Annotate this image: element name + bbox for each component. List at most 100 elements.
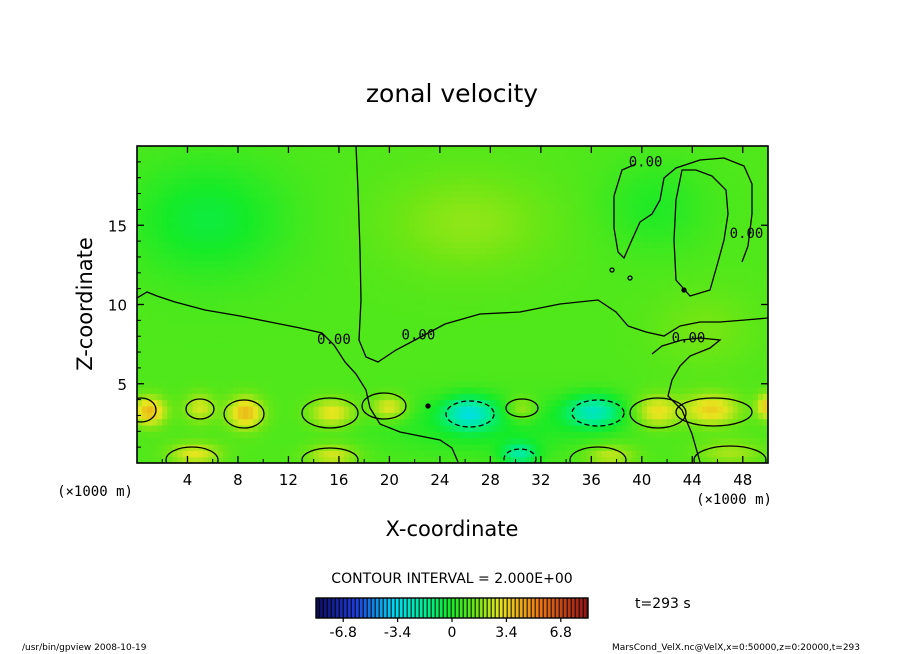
heatmap-cell <box>439 380 446 388</box>
heatmap-cell <box>601 412 608 420</box>
heatmap-cell <box>207 443 214 451</box>
heatmap-cell <box>475 317 481 325</box>
heatmap-cell <box>318 298 325 306</box>
heatmap-cell <box>298 348 305 356</box>
heatmap-cell <box>237 196 244 204</box>
heatmap-cell <box>621 203 628 210</box>
heatmap-cell <box>147 234 153 242</box>
heatmap-cell <box>278 215 284 223</box>
heatmap-cell <box>434 424 441 432</box>
heatmap-cell <box>217 146 224 153</box>
heatmap-cell <box>455 272 461 280</box>
heatmap-cell <box>142 456 148 463</box>
heatmap-cell <box>424 291 431 299</box>
heatmap-cell <box>268 431 274 439</box>
heatmap-cell <box>187 374 194 382</box>
heatmap-cell <box>606 222 613 230</box>
heatmap-cell <box>137 323 143 331</box>
heatmap-cell <box>621 158 628 166</box>
heatmap-cell <box>465 158 471 166</box>
heatmap-cell <box>495 450 502 458</box>
heatmap-cell <box>293 298 300 306</box>
heatmap-cell <box>616 405 623 413</box>
heatmap-cell <box>283 355 290 363</box>
heatmap-cell <box>596 165 603 172</box>
heatmap-cell <box>162 285 168 293</box>
heatmap-cell <box>419 450 426 458</box>
heatmap-cell <box>530 260 537 268</box>
heatmap-cell <box>354 348 360 356</box>
heatmap-cell <box>555 317 562 325</box>
heatmap-cell <box>490 298 497 306</box>
heatmap-cell <box>444 279 451 287</box>
heatmap-cell <box>364 260 370 268</box>
plot-area: 0.000.000.000.00 0.00 4 8 12 16 20 24 28 32 36 40 4… <box>108 145 769 489</box>
heatmap-cell <box>374 431 380 439</box>
heatmap-cell <box>581 171 587 179</box>
heatmap-cell <box>359 298 365 306</box>
heatmap-cell <box>470 329 476 337</box>
heatmap-cell <box>162 361 168 369</box>
heatmap-cell <box>369 146 375 153</box>
heatmap-cell <box>500 291 507 299</box>
heatmap-cell <box>232 418 239 426</box>
heatmap-cell <box>202 355 209 363</box>
heatmap-cell <box>389 342 396 350</box>
heatmap-cell <box>439 431 446 439</box>
heatmap-cell <box>500 405 507 413</box>
heatmap-cell <box>581 329 587 337</box>
heatmap-cell <box>248 222 254 230</box>
heatmap-cell <box>217 405 224 413</box>
heatmap-cell <box>586 215 592 223</box>
heatmap-cell <box>525 158 532 166</box>
heatmap-cell <box>313 412 320 420</box>
heatmap-cell <box>591 228 597 236</box>
heatmap-cell <box>520 209 527 217</box>
heatmap-cell <box>530 291 537 299</box>
heatmap-cell <box>313 450 320 458</box>
heatmap-cell <box>545 310 552 318</box>
heatmap-cell <box>379 380 385 388</box>
heatmap-cell <box>273 393 279 401</box>
heatmap-cell <box>349 361 355 369</box>
heatmap-cell <box>212 329 219 337</box>
heatmap-cell <box>414 253 421 261</box>
heatmap-cell <box>429 209 436 217</box>
heatmap-cell <box>591 304 597 312</box>
heatmap-cell <box>525 431 532 439</box>
heatmap-cell <box>424 418 431 426</box>
heatmap-cell <box>631 329 638 337</box>
heatmap-cell <box>162 355 168 363</box>
heatmap-cell <box>142 310 148 318</box>
heatmap-cell <box>449 304 456 312</box>
heatmap-cell <box>626 393 633 401</box>
heatmap-cell <box>243 215 249 223</box>
heatmap-cell <box>515 215 522 223</box>
heatmap-cell <box>212 298 219 306</box>
heatmap-cell <box>550 437 557 445</box>
heatmap-cell <box>429 291 436 299</box>
heatmap-cell <box>439 247 446 255</box>
heatmap-cell <box>586 431 592 439</box>
heatmap-cell <box>313 323 320 331</box>
heatmap-cell <box>495 196 502 204</box>
heatmap-cell <box>540 418 547 426</box>
heatmap-cell <box>248 247 254 255</box>
heatmap-cell <box>152 418 158 426</box>
heatmap-cell <box>576 196 582 204</box>
heatmap-cell <box>338 215 345 223</box>
heatmap-cell <box>550 399 557 407</box>
heatmap-cell <box>278 209 284 217</box>
heatmap-cell <box>419 215 426 223</box>
heatmap-cell <box>379 367 385 375</box>
heatmap-cell <box>424 367 431 375</box>
heatmap-cell <box>142 177 148 185</box>
heatmap-cell <box>217 336 224 344</box>
heatmap-cell <box>611 152 618 160</box>
heatmap-cell <box>207 266 214 274</box>
heatmap-cell <box>505 304 512 312</box>
heatmap-cell <box>142 234 148 242</box>
heatmap-cell <box>298 228 305 236</box>
heatmap-cell <box>187 165 194 172</box>
heatmap-cell <box>591 190 597 198</box>
